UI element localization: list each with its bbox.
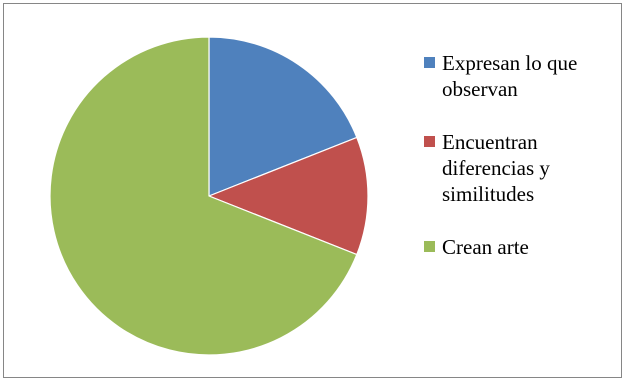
- chart-frame: Expresan lo que observan Encuentran dife…: [3, 3, 622, 378]
- legend-swatch-crean: [424, 241, 435, 252]
- legend: Expresan lo que observan Encuentran dife…: [422, 50, 617, 260]
- legend-item-crean: Crean arte: [422, 234, 617, 260]
- pie-slice-crean: [49, 36, 358, 356]
- legend-item-expresan: Expresan lo que observan: [422, 50, 617, 102]
- legend-label-expresan: Expresan lo que observan: [442, 51, 578, 101]
- legend-item-encuentran: Encuentran diferencias y similitudes: [422, 129, 617, 207]
- legend-swatch-encuentran: [424, 136, 435, 147]
- pie-chart: [49, 36, 369, 356]
- legend-swatch-expresan: [424, 57, 435, 68]
- pie-slice-encuentran: [207, 136, 369, 256]
- legend-label-crean: Crean arte: [442, 235, 529, 259]
- legend-label-encuentran: Encuentran diferencias y similitudes: [442, 130, 550, 206]
- pie-slice-expresan: [208, 36, 358, 197]
